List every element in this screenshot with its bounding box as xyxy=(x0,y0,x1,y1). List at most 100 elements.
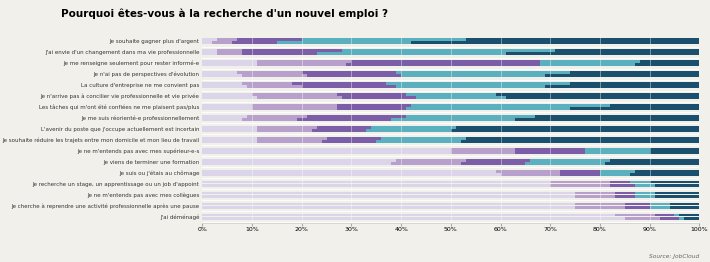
Bar xyxy=(625,206,650,209)
Bar xyxy=(540,63,635,66)
Bar xyxy=(202,60,257,63)
Bar xyxy=(202,129,257,132)
Bar xyxy=(386,82,570,85)
Bar xyxy=(202,107,252,110)
Bar xyxy=(535,115,699,118)
Bar xyxy=(615,195,635,198)
Bar xyxy=(575,192,615,194)
Bar xyxy=(351,60,540,63)
Bar xyxy=(237,38,302,41)
Bar xyxy=(202,71,237,74)
Bar xyxy=(660,217,679,220)
Bar xyxy=(252,104,337,107)
Bar xyxy=(202,126,257,129)
Text: Source: JobCloud: Source: JobCloud xyxy=(649,254,699,259)
Bar xyxy=(307,74,401,77)
Bar xyxy=(640,60,699,63)
Bar xyxy=(605,162,699,165)
Bar xyxy=(515,151,585,154)
Bar xyxy=(366,129,451,132)
Bar xyxy=(202,115,247,118)
Bar xyxy=(297,118,391,121)
Bar xyxy=(496,93,699,96)
Bar xyxy=(202,148,451,151)
Bar xyxy=(411,104,610,107)
Bar xyxy=(600,170,635,172)
Bar xyxy=(570,82,699,85)
Bar xyxy=(202,184,550,187)
Bar xyxy=(202,181,550,183)
Bar xyxy=(237,71,302,74)
Bar xyxy=(202,82,242,85)
Bar xyxy=(202,192,575,194)
Bar xyxy=(401,74,545,77)
Bar xyxy=(615,214,655,216)
Bar xyxy=(461,140,699,143)
Bar xyxy=(684,217,699,220)
Bar xyxy=(302,71,396,74)
Bar xyxy=(302,38,466,41)
Bar xyxy=(545,85,699,88)
Bar xyxy=(635,192,655,194)
Bar xyxy=(202,93,252,96)
Bar xyxy=(560,170,600,172)
Bar xyxy=(202,151,451,154)
Bar xyxy=(635,170,699,172)
Bar xyxy=(575,206,625,209)
Bar xyxy=(317,126,371,129)
Bar xyxy=(342,96,416,99)
Bar xyxy=(406,93,496,96)
Bar xyxy=(610,181,630,183)
Bar xyxy=(670,206,699,209)
Bar xyxy=(202,206,575,209)
Bar xyxy=(257,129,312,132)
Bar xyxy=(396,159,466,162)
Bar xyxy=(506,96,699,99)
Bar xyxy=(202,137,257,140)
Bar xyxy=(570,107,699,110)
Bar xyxy=(515,118,699,121)
Bar xyxy=(252,107,337,110)
Bar xyxy=(575,203,625,205)
Bar xyxy=(610,104,699,107)
Bar xyxy=(232,41,277,44)
Bar xyxy=(202,214,615,216)
Bar xyxy=(307,115,406,118)
Bar xyxy=(451,148,515,151)
Bar xyxy=(242,118,297,121)
Bar xyxy=(550,181,610,183)
Bar xyxy=(585,148,650,151)
Bar xyxy=(396,71,570,74)
Bar xyxy=(679,214,699,216)
Bar xyxy=(635,195,655,198)
Bar xyxy=(625,217,660,220)
Bar xyxy=(540,60,640,63)
Bar xyxy=(257,140,322,143)
Bar xyxy=(257,96,342,99)
Bar xyxy=(456,126,699,129)
Bar xyxy=(247,115,307,118)
Bar xyxy=(257,126,317,129)
Bar xyxy=(650,203,670,205)
Bar xyxy=(337,107,406,110)
Bar xyxy=(337,104,411,107)
Bar xyxy=(242,49,342,52)
Bar xyxy=(466,159,530,162)
Bar xyxy=(346,63,540,66)
Bar xyxy=(322,140,376,143)
Bar xyxy=(650,206,670,209)
Bar xyxy=(202,85,247,88)
Bar xyxy=(674,214,679,216)
Bar xyxy=(202,170,496,172)
Bar xyxy=(655,214,674,216)
Bar xyxy=(337,93,406,96)
Bar xyxy=(202,195,575,198)
Bar xyxy=(496,170,560,172)
Bar xyxy=(655,195,699,198)
Bar xyxy=(292,82,386,85)
Bar xyxy=(342,49,555,52)
Bar xyxy=(451,151,515,154)
Bar xyxy=(635,63,699,66)
Bar xyxy=(600,173,630,176)
Bar xyxy=(585,151,650,154)
